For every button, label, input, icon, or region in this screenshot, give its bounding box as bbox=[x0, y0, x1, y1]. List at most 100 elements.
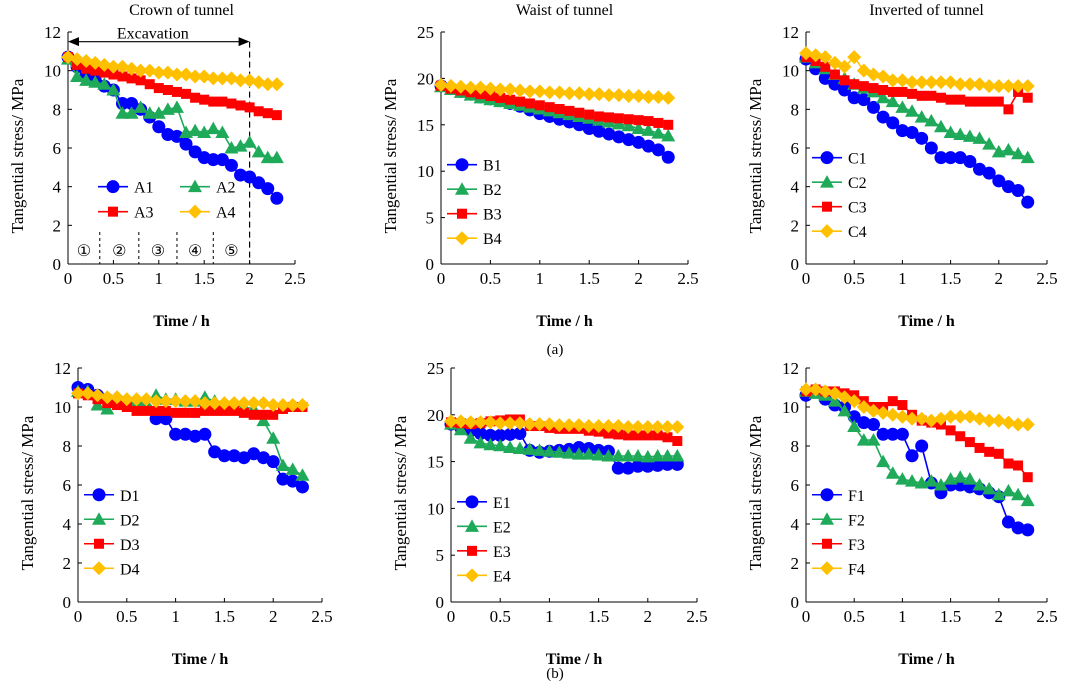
legend-label: E3 bbox=[493, 544, 511, 561]
data-point-d1 bbox=[247, 447, 261, 461]
data-point-d4 bbox=[285, 398, 300, 413]
data-point-a4 bbox=[97, 57, 112, 72]
y-tick-label: 12 bbox=[782, 23, 799, 42]
data-point-e3 bbox=[623, 430, 634, 441]
data-point-f4 bbox=[953, 409, 968, 424]
data-point-a3 bbox=[171, 86, 182, 97]
data-point-b4 bbox=[434, 77, 448, 92]
y-tick-label: 8 bbox=[791, 437, 800, 456]
data-point-e4 bbox=[571, 418, 586, 433]
data-point-c1 bbox=[982, 166, 996, 180]
x-tick-label: 1.5 bbox=[214, 607, 235, 626]
data-point-b3 bbox=[623, 114, 634, 125]
x-axis-label: Time / h bbox=[546, 651, 603, 668]
data-point-c4 bbox=[1001, 79, 1016, 94]
data-point-f3 bbox=[1013, 460, 1024, 471]
data-point-e2 bbox=[493, 438, 508, 452]
data-point-b4 bbox=[513, 83, 528, 98]
data-point-a1 bbox=[170, 129, 184, 143]
data-point-a2 bbox=[206, 121, 221, 135]
data-point-d3 bbox=[219, 405, 230, 416]
data-point-a4 bbox=[197, 69, 212, 84]
data-point-a1 bbox=[224, 158, 238, 172]
data-point-f1 bbox=[876, 427, 890, 441]
data-point-f3 bbox=[1022, 472, 1033, 483]
data-point-e2 bbox=[522, 442, 537, 455]
data-point-b4 bbox=[611, 88, 626, 103]
x-tick-label: 1 bbox=[898, 269, 907, 288]
data-point-b4 bbox=[443, 78, 458, 93]
data-point-e2 bbox=[542, 444, 557, 457]
data-point-e4 bbox=[453, 414, 468, 429]
data-point-b3 bbox=[584, 109, 595, 120]
legend-label: E4 bbox=[493, 568, 511, 585]
data-point-a3 bbox=[108, 69, 119, 80]
data-point-c2 bbox=[1011, 146, 1026, 160]
chart-d: 0 0.5 1 1.5 2 2.5 0 2 4 6 8 10 12 Time / h Tangential … bbox=[18, 359, 333, 668]
legend-marker bbox=[820, 224, 834, 239]
data-point-c4 bbox=[953, 77, 968, 92]
data-point-e2 bbox=[512, 441, 527, 454]
data-point-e4 bbox=[463, 415, 478, 430]
x-tick-label: 2.5 bbox=[311, 607, 332, 626]
x-tick-label: 2 bbox=[634, 269, 643, 288]
legend-marker bbox=[822, 201, 832, 212]
data-point-f1 bbox=[886, 427, 900, 441]
y-tick-label: 8 bbox=[53, 100, 62, 119]
data-point-c3 bbox=[984, 96, 995, 107]
data-point-b1 bbox=[622, 133, 636, 147]
data-point-c3 bbox=[1022, 92, 1033, 103]
data-point-f2 bbox=[905, 474, 920, 487]
legend-marker bbox=[94, 538, 104, 549]
data-point-c3 bbox=[945, 94, 956, 105]
data-point-e4 bbox=[532, 417, 547, 432]
data-point-b1 bbox=[612, 130, 626, 144]
data-point-d4 bbox=[139, 392, 154, 407]
y-tick-label: 2 bbox=[791, 216, 800, 235]
legend-label: A4 bbox=[216, 205, 236, 222]
data-point-f2 bbox=[895, 472, 910, 485]
data-point-f4 bbox=[933, 411, 948, 426]
data-point-e1 bbox=[474, 427, 488, 441]
data-point-a1 bbox=[179, 137, 193, 151]
data-point-a4 bbox=[179, 67, 194, 82]
data-point-d3 bbox=[248, 409, 259, 420]
data-point-a3 bbox=[81, 63, 92, 74]
data-point-f1 bbox=[1021, 523, 1035, 537]
legend-marker bbox=[820, 175, 834, 188]
x-tick-label: 1 bbox=[155, 269, 164, 288]
y-axis-label: Tangential stress/ MPa bbox=[746, 78, 765, 233]
data-point-e2 bbox=[591, 448, 606, 461]
data-point-b4 bbox=[641, 89, 656, 104]
x-tick-label: 0 bbox=[802, 269, 811, 288]
data-point-d4 bbox=[110, 390, 125, 405]
data-point-a1 bbox=[270, 191, 284, 205]
legend-marker bbox=[455, 231, 469, 246]
data-point-c1 bbox=[1011, 184, 1025, 198]
x-tick-label: 1.5 bbox=[194, 269, 215, 288]
data-point-a4 bbox=[88, 55, 103, 70]
stage-label: ② bbox=[112, 243, 126, 260]
x-tick-label: 0 bbox=[447, 607, 456, 626]
data-point-b3 bbox=[485, 91, 496, 102]
data-point-f2 bbox=[924, 474, 939, 487]
data-point-d3 bbox=[229, 405, 240, 416]
data-point-b3 bbox=[653, 117, 664, 128]
y-tick-label: 10 bbox=[782, 398, 799, 417]
data-point-d3 bbox=[131, 405, 142, 416]
data-point-f4 bbox=[943, 409, 958, 424]
data-point-c2 bbox=[962, 129, 977, 142]
data-point-a4 bbox=[242, 73, 257, 88]
data-point-b3 bbox=[524, 98, 535, 109]
data-point-e3 bbox=[603, 428, 614, 439]
x-axis-label: Time / h bbox=[898, 313, 955, 330]
data-point-f2 bbox=[837, 403, 852, 417]
data-point-c2 bbox=[972, 131, 987, 144]
data-point-f1 bbox=[857, 416, 871, 430]
data-point-f4 bbox=[924, 413, 939, 428]
x-tick-label: 1.5 bbox=[940, 269, 961, 288]
data-point-f1 bbox=[1001, 515, 1015, 529]
legend-marker bbox=[467, 545, 477, 556]
data-point-a4 bbox=[70, 52, 85, 67]
